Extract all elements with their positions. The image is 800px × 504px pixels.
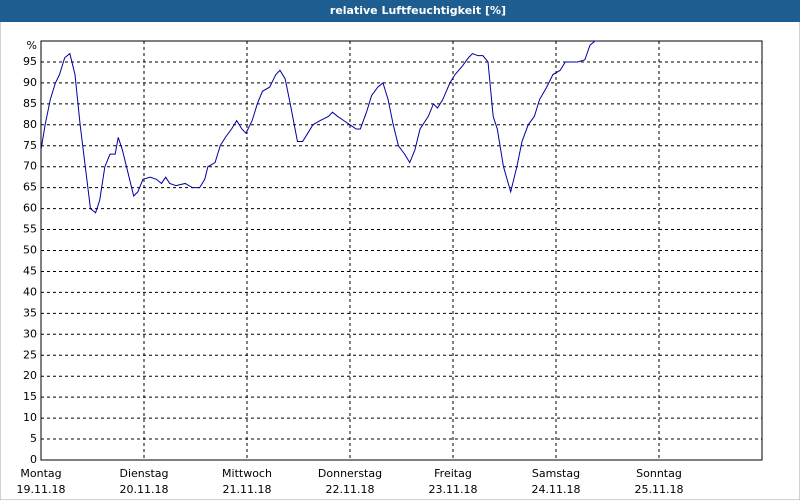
- chart-title: relative Luftfeuchtigkeit [%]: [330, 4, 506, 17]
- x-tick-date: 24.11.18: [532, 483, 581, 496]
- x-tick-date: 20.11.18: [120, 483, 169, 496]
- y-tick-label: 55: [23, 223, 37, 236]
- x-tick-date: 19.11.18: [17, 483, 66, 496]
- y-tick-label: 50: [23, 244, 37, 257]
- y-tick-label: 75: [23, 139, 37, 152]
- data-line: [40, 40, 599, 214]
- y-tick-label: 60: [23, 202, 37, 215]
- y-tick-label: 65: [23, 181, 37, 194]
- x-tick-label: Sonntag: [636, 467, 682, 480]
- y-tick-label: 20: [23, 369, 37, 382]
- x-tick-label: Samstag: [532, 467, 580, 480]
- y-tick-label: 30: [23, 327, 37, 340]
- y-tick-label: 0: [30, 453, 37, 466]
- y-tick-label: 25: [23, 348, 37, 361]
- y-tick-label: 80: [23, 118, 37, 131]
- y-tick-label: 85: [23, 97, 37, 110]
- x-tick-date: 23.11.18: [429, 483, 478, 496]
- x-tick-date: 22.11.18: [326, 483, 375, 496]
- y-tick-label: 90: [23, 76, 37, 89]
- y-tick-label: 15: [23, 390, 37, 403]
- title-bar: [0, 0, 800, 22]
- y-tick-label: 95: [23, 55, 37, 68]
- y-tick-label: 10: [23, 411, 37, 424]
- x-tick-label: Donnerstag: [318, 467, 382, 480]
- y-tick-label: 35: [23, 306, 37, 319]
- x-tick-label: Freitag: [434, 467, 472, 480]
- y-tick-label: 5: [30, 432, 37, 445]
- x-tick-date: 21.11.18: [223, 483, 272, 496]
- x-tick-label: Mittwoch: [222, 467, 272, 480]
- x-tick-label: Dienstag: [119, 467, 168, 480]
- y-tick-label: 45: [23, 264, 37, 277]
- y-tick-label: 70: [23, 160, 37, 173]
- x-tick-label: Montag: [20, 467, 61, 480]
- x-tick-date: 25.11.18: [635, 483, 684, 496]
- y-tick-label: %: [27, 39, 37, 52]
- y-tick-label: 40: [23, 285, 37, 298]
